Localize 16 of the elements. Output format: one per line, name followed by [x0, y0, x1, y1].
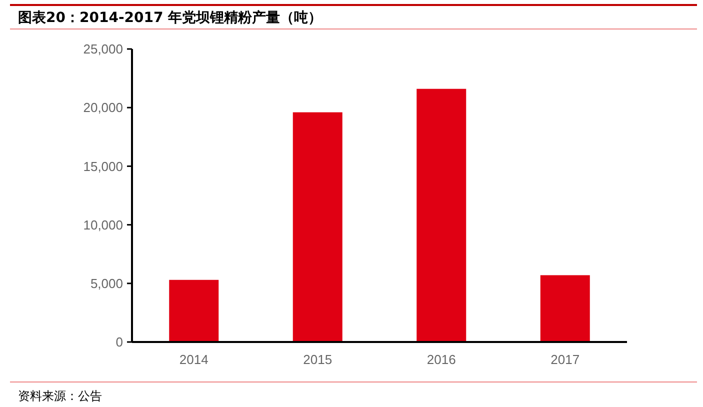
chart-title: 图表20：2014-2017 年党坝锂精粉产量（吨）	[18, 9, 322, 26]
text: 资料来源：公告	[18, 389, 102, 403]
bar	[169, 280, 219, 342]
x-tick-label: 2014	[179, 352, 208, 367]
bar	[416, 88, 466, 342]
y-tick-label: 10,000	[83, 217, 123, 232]
bar	[540, 275, 590, 342]
x-tick-label: 2017	[550, 352, 580, 367]
y-tick-label: 5,000	[90, 276, 123, 291]
y-tick-label: 15,000	[83, 158, 123, 174]
bar	[292, 112, 342, 342]
y-tick-label: 25,000	[83, 42, 123, 57]
x-tick-label: 2015	[303, 352, 332, 367]
x-tick-label: 2016	[426, 352, 456, 367]
y-tick-label: 0	[116, 334, 123, 350]
y-tick-label: 20,000	[83, 100, 123, 116]
